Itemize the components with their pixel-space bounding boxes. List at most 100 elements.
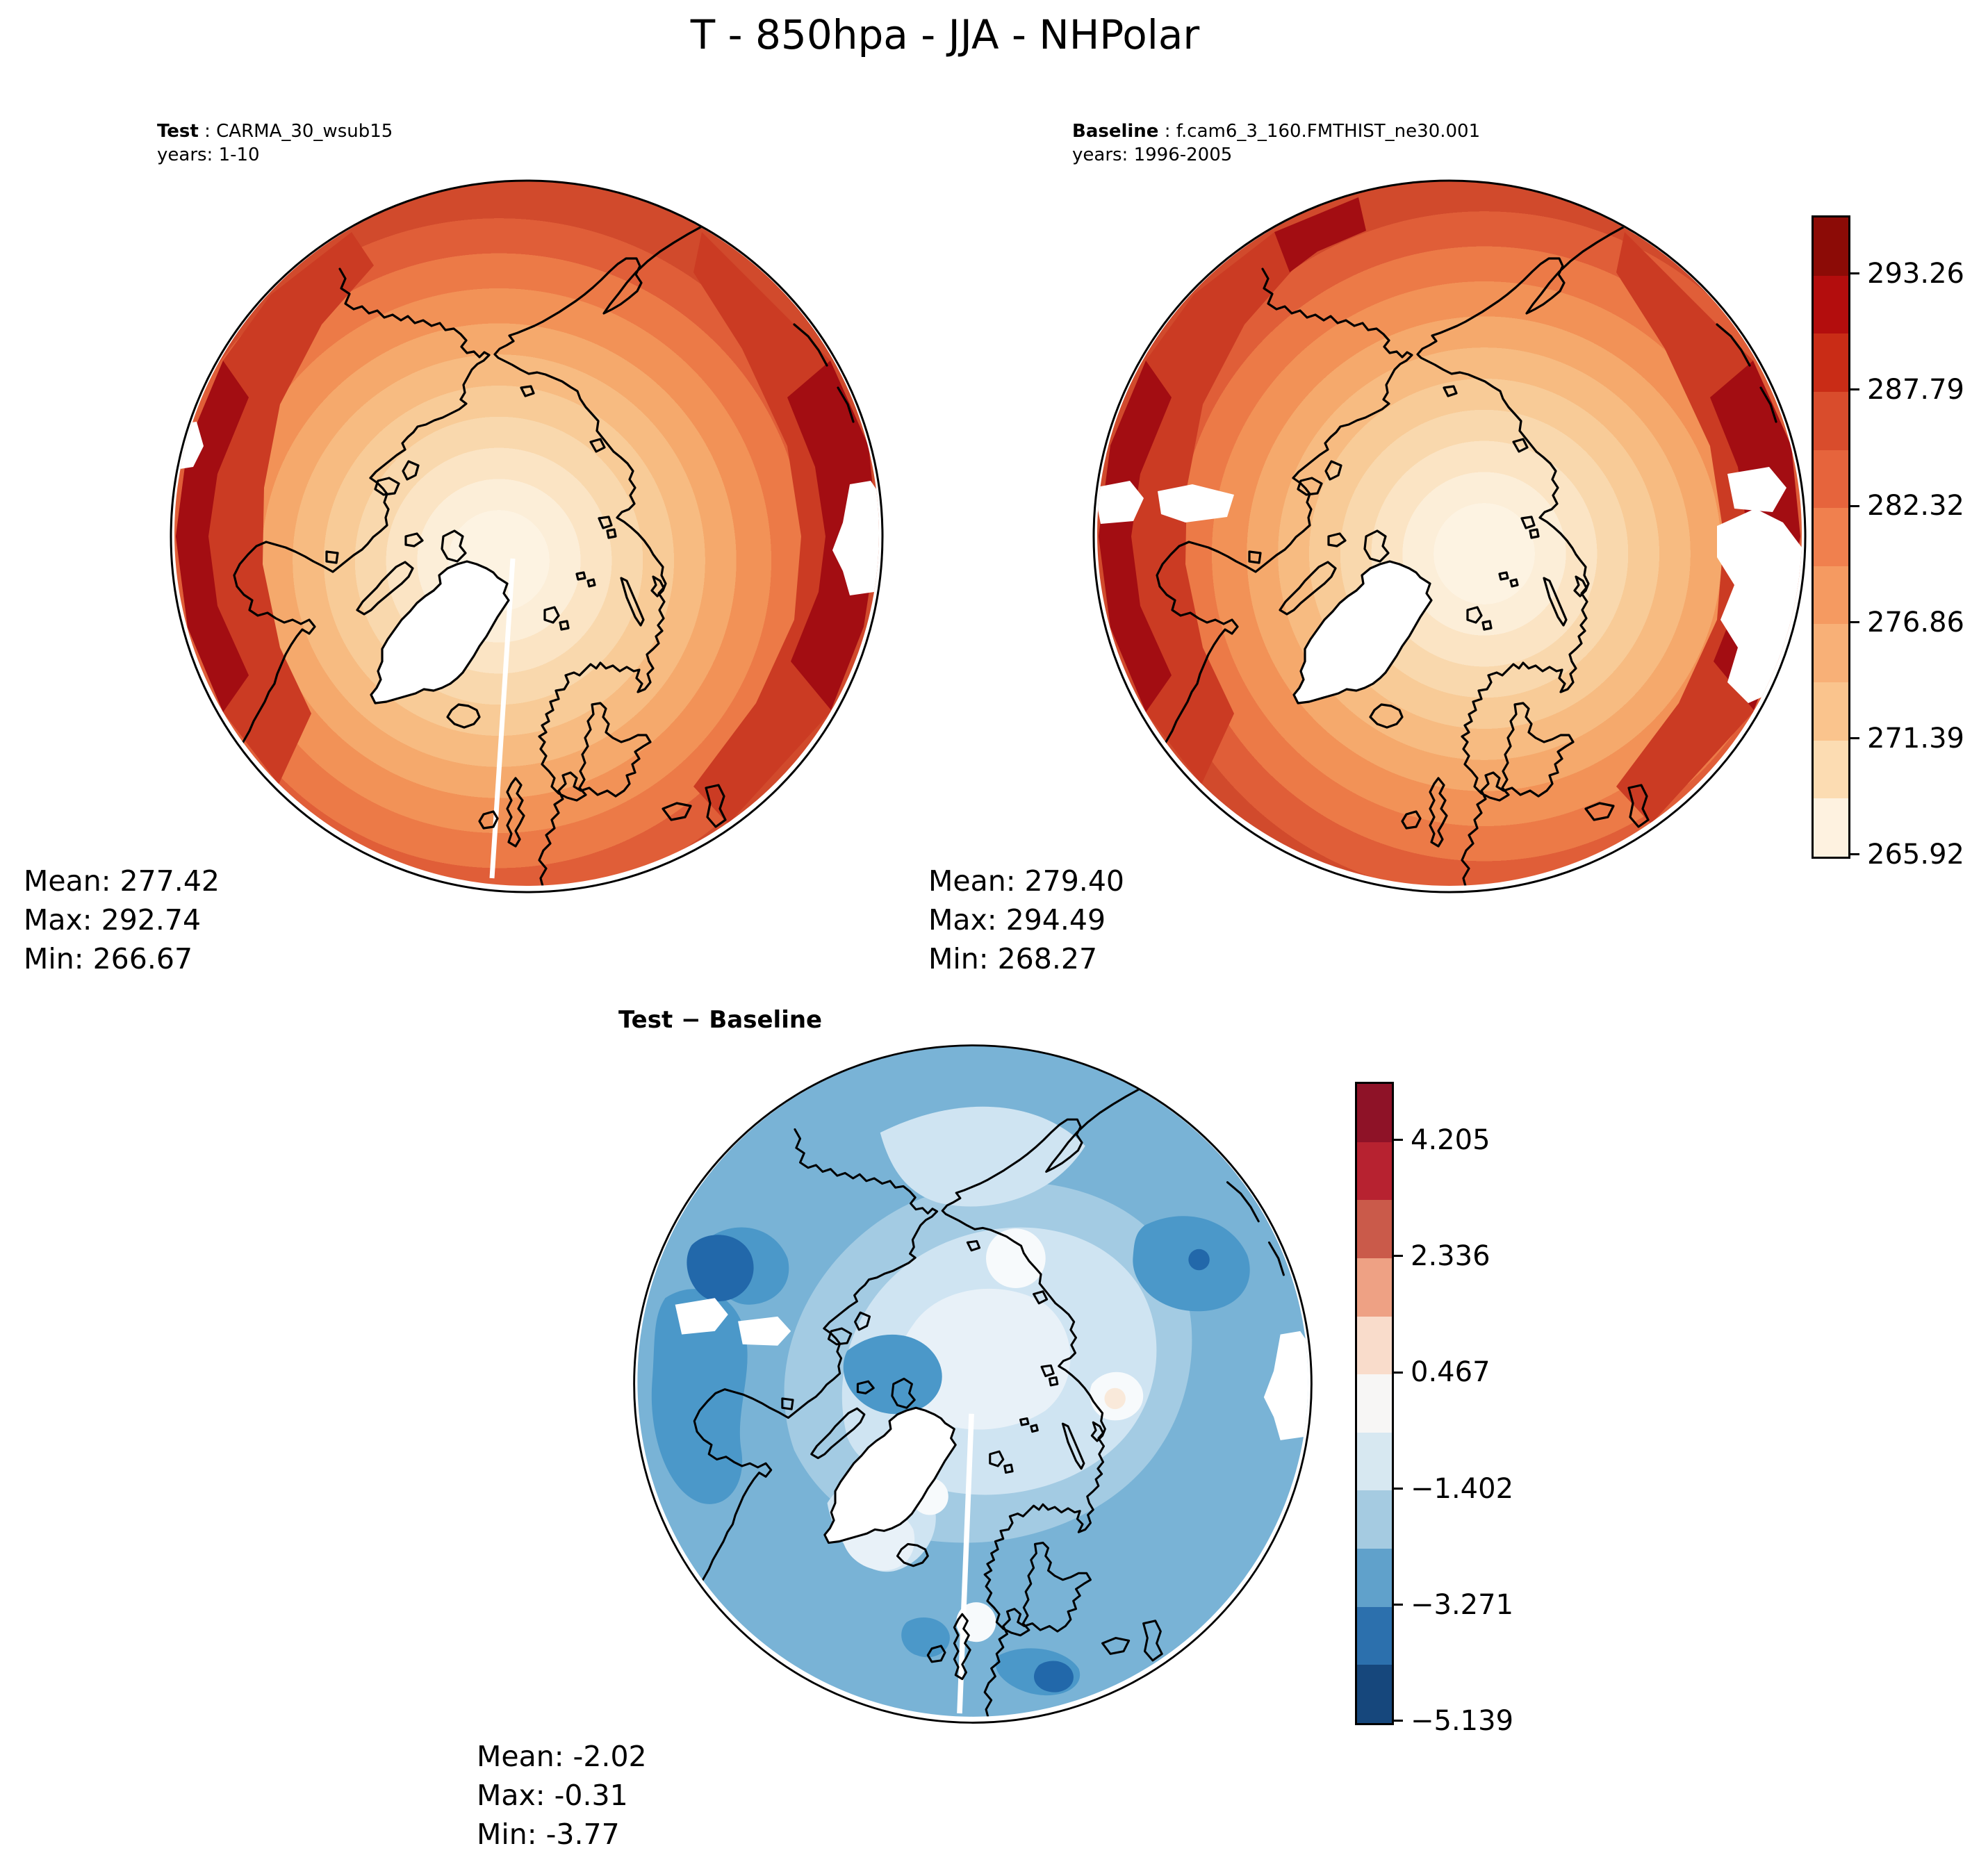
tick-mark	[1392, 1139, 1403, 1141]
baseline-run-label: Baseline : f.cam6_3_160.FMTHIST_ne30.001…	[1072, 120, 1480, 167]
colorbar-segment	[1814, 798, 1848, 857]
tick-mark	[1392, 1255, 1403, 1257]
cbar-tick-label: 271.39	[1867, 723, 1964, 755]
diff-dark-left-band	[651, 1289, 748, 1504]
cbar-tick-label: −5.139	[1411, 1705, 1514, 1737]
map-diff	[633, 1044, 1313, 1724]
map-outline	[170, 179, 884, 893]
mask-tibet	[832, 481, 879, 595]
colorbar-segment	[1814, 217, 1848, 276]
colorbar-difference-bar	[1355, 1082, 1394, 1725]
diff-warm-spot	[1104, 1387, 1126, 1410]
tick-mark	[1392, 1604, 1403, 1606]
diff-band-light	[898, 1288, 1071, 1430]
warm-rim-topleft-core	[1274, 197, 1366, 272]
colorbar-segment	[1814, 682, 1848, 741]
map-baseline	[1092, 179, 1807, 893]
baseline-max: Max: 294.49	[928, 903, 1106, 937]
colorbar-segment	[1814, 333, 1848, 392]
diff-stats: Mean: -2.02 Max: -0.31 Min: -3.77	[477, 1737, 647, 1853]
test-run-label: Test : CARMA_30_wsub15 years: 1-10	[157, 120, 393, 167]
diff-panel-title: Test − Baseline	[618, 1006, 823, 1034]
tick-mark	[1392, 1720, 1403, 1722]
colorbar-segment	[1357, 1200, 1392, 1258]
diff-darkest-bering	[687, 1235, 754, 1302]
cbar-tick-label: −1.402	[1411, 1473, 1514, 1505]
colorbar-segment	[1814, 566, 1848, 625]
cbar-tick-label: −3.271	[1411, 1589, 1514, 1621]
diff-darkest-siberia	[1188, 1249, 1210, 1271]
colorbar-segment	[1814, 450, 1848, 509]
diff-band-pale-top	[880, 1106, 1085, 1207]
cbar-tick-label: 265.92	[1867, 839, 1964, 871]
test-years: years: 1-10	[157, 145, 260, 165]
map-test	[170, 179, 884, 893]
mask-tibet	[1263, 1331, 1308, 1440]
cbar-tick-label: 282.32	[1867, 490, 1964, 522]
baseline-years: years: 1996-2005	[1072, 145, 1233, 165]
page-title: T - 850hpa - JJA - NHPolar	[690, 11, 1200, 58]
tick-mark	[1392, 1488, 1403, 1490]
temperature-field-test	[174, 181, 879, 886]
baseline-min: Min: 268.27	[928, 942, 1098, 975]
diff-mean: Mean: -2.02	[477, 1740, 647, 1773]
colorbar-segment	[1814, 508, 1848, 566]
colorbar-segment	[1814, 740, 1848, 799]
colorbar-segment	[1814, 391, 1848, 450]
mask-rockies	[1717, 509, 1802, 703]
temperature-field-baseline	[1097, 181, 1802, 886]
test-stats: Mean: 277.42 Max: 292.74 Min: 266.67	[24, 862, 220, 978]
test-max: Max: 292.74	[24, 903, 202, 937]
baseline-label-bold: Baseline	[1072, 121, 1159, 142]
colorbar-temperature-bar	[1812, 215, 1850, 859]
diff-darkest-bottom	[1033, 1661, 1074, 1693]
colorbar-segment	[1357, 1258, 1392, 1317]
colorbar-segment	[1814, 275, 1848, 334]
colorbar-segment	[1357, 1142, 1392, 1201]
diff-max: Max: -0.31	[477, 1779, 628, 1812]
cbar-tick-label: 0.467	[1411, 1356, 1490, 1388]
tick-mark	[1848, 621, 1859, 623]
tick-mark	[1848, 853, 1859, 855]
diff-dark-archipelago	[843, 1334, 942, 1415]
cbar-tick-label: 2.336	[1411, 1240, 1490, 1272]
tick-mark	[1848, 737, 1859, 739]
colorbar-segment	[1814, 624, 1848, 683]
mask-topleft-b	[738, 1316, 791, 1346]
colorbar-segment	[1357, 1084, 1392, 1142]
colorbar-temperature: 293.26 287.79 282.32 276.86 271.39 265.9…	[1812, 215, 1988, 869]
mask-alaska-a	[1097, 481, 1144, 524]
diff-min: Min: -3.77	[477, 1818, 620, 1851]
baseline-stats: Mean: 279.40 Max: 294.49 Min: 268.27	[928, 862, 1124, 978]
test-mean: Mean: 277.42	[24, 864, 220, 898]
map-outline	[1092, 179, 1807, 893]
baseline-run-name: f.cam6_3_160.FMTHIST_ne30.001	[1176, 121, 1481, 142]
cbar-tick-label: 4.205	[1411, 1124, 1490, 1156]
colorbar-segment	[1357, 1549, 1392, 1607]
diff-nearzero-a	[986, 1228, 1046, 1288]
test-min: Min: 266.67	[24, 942, 193, 975]
tick-mark	[1848, 505, 1859, 507]
test-label-bold: Test	[157, 121, 199, 142]
colorbar-segment	[1357, 1490, 1392, 1549]
tick-mark	[1392, 1372, 1403, 1374]
tick-mark	[1848, 388, 1859, 390]
colorbar-segment	[1357, 1316, 1392, 1375]
test-run-name: CARMA_30_wsub15	[216, 121, 393, 142]
cbar-tick-label: 287.79	[1867, 374, 1964, 406]
mask-rockies-b	[1727, 467, 1786, 512]
tick-mark	[1848, 272, 1859, 274]
cbar-tick-label: 276.86	[1867, 607, 1964, 639]
meridian-seam	[957, 1413, 974, 1714]
colorbar-segment	[1357, 1432, 1392, 1491]
baseline-label-sep: :	[1158, 121, 1176, 142]
colorbar-difference: 4.205 2.336 0.467 −1.402 −3.271 −5.139	[1355, 1082, 1536, 1736]
mask-alaska-b	[1158, 484, 1234, 522]
map-outline	[633, 1044, 1313, 1724]
mask-topleft-a	[675, 1298, 728, 1335]
colorbar-segment	[1357, 1665, 1392, 1724]
colorbar-segment	[1357, 1374, 1392, 1433]
colorbar-segment	[1357, 1606, 1392, 1665]
baseline-mean: Mean: 279.40	[928, 864, 1125, 898]
